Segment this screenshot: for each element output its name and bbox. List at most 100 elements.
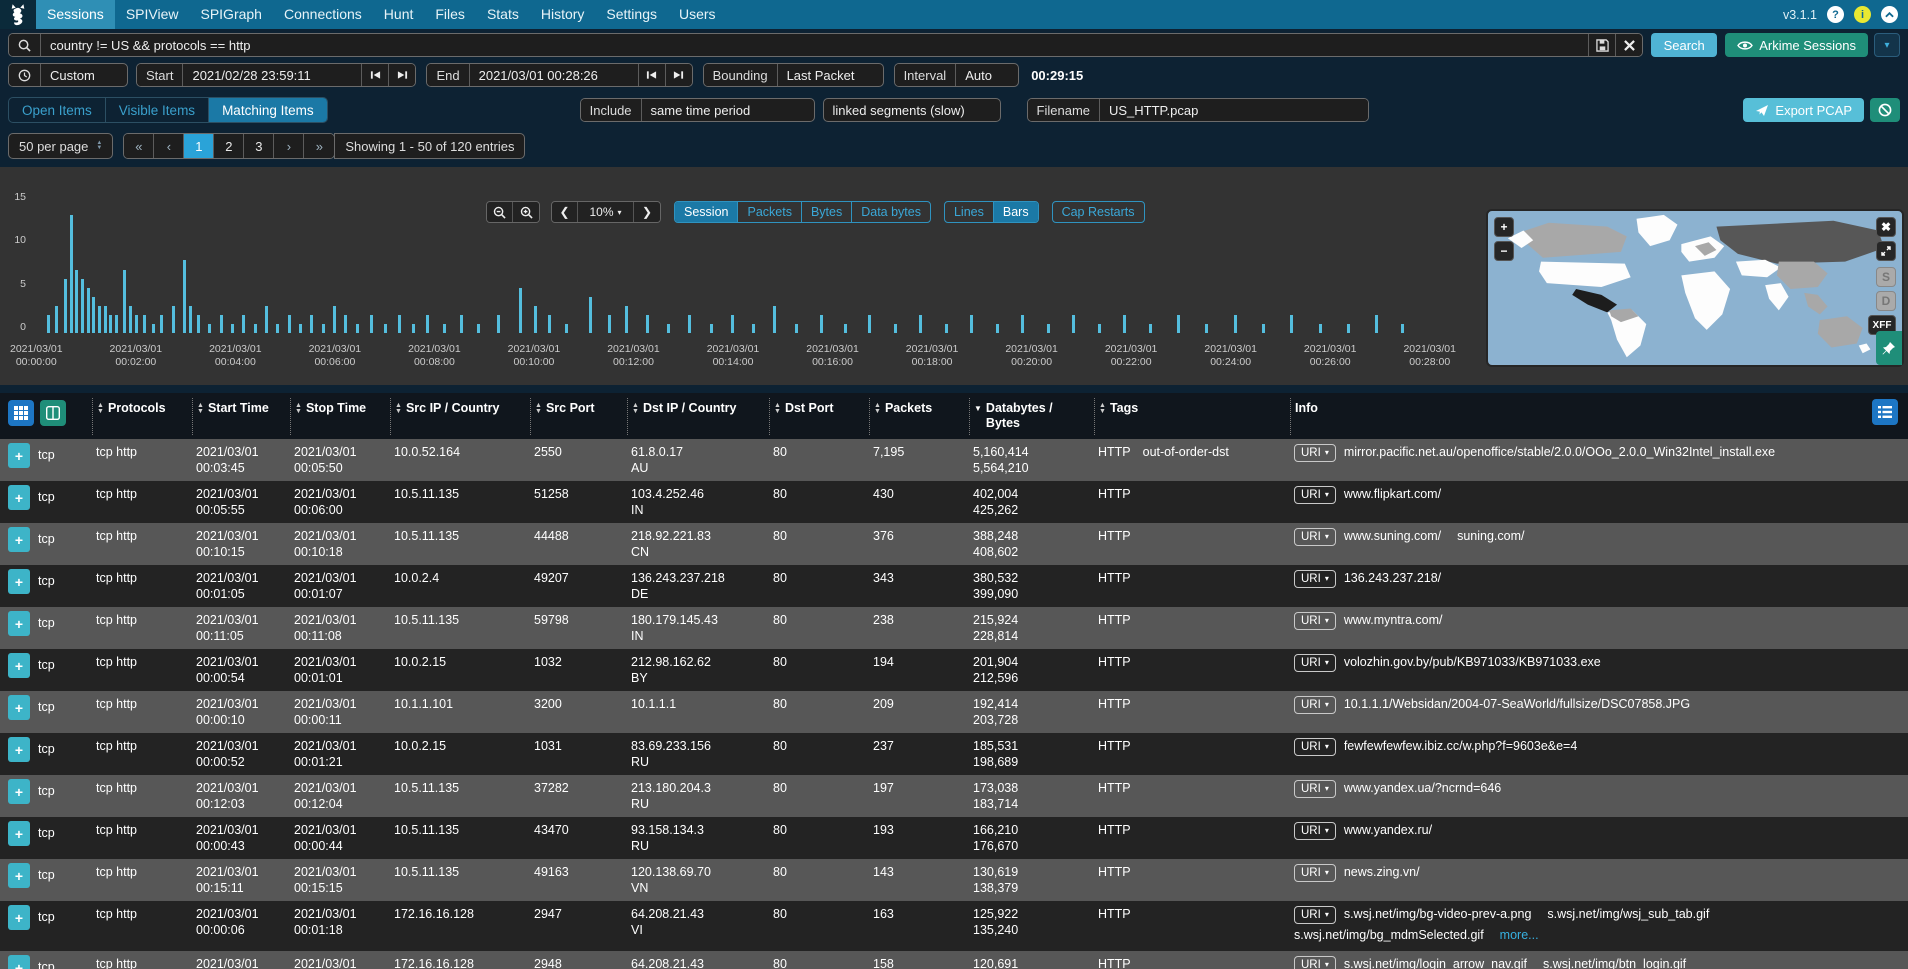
cancel-button[interactable] (1870, 98, 1900, 122)
graph-style-lines[interactable]: Lines (945, 202, 994, 222)
info-uri-link[interactable]: news.zing.vn/ (1343, 865, 1420, 880)
expand-session-button[interactable]: + (8, 863, 30, 888)
header-info[interactable]: Info (1290, 398, 1908, 435)
page-nav-button[interactable]: › (274, 134, 305, 158)
expand-session-button[interactable]: + (8, 611, 30, 636)
expand-session-button[interactable]: + (8, 955, 30, 969)
map-expand-icon[interactable] (1876, 241, 1896, 261)
map-src-toggle[interactable]: S (1876, 267, 1896, 287)
views-button[interactable]: Arkime Sessions (1725, 33, 1868, 57)
uri-dropdown-button[interactable]: URI ▾ (1294, 612, 1336, 630)
nav-item-settings[interactable]: Settings (606, 6, 657, 22)
expand-session-button[interactable]: + (8, 737, 30, 762)
timeline-chart[interactable] (30, 197, 1446, 333)
info-uri-link[interactable]: www.yandex.ua/?ncrnd=646 (1343, 781, 1502, 796)
page-nav-button[interactable]: » (304, 134, 335, 158)
map-dst-toggle[interactable]: D (1876, 291, 1896, 311)
uri-dropdown-button[interactable]: URI ▾ (1294, 738, 1336, 756)
save-search-icon[interactable] (1588, 34, 1616, 56)
info-uri-link[interactable]: s.wsj.net/img/bg_mdmSelected.gif (1294, 928, 1484, 942)
graph-style-bars[interactable]: Bars (993, 202, 1038, 222)
expand-session-button[interactable]: + (8, 905, 30, 930)
expand-session-button[interactable]: + (8, 443, 30, 468)
search-input[interactable] (41, 34, 1589, 56)
info-uri-link[interactable]: suning.com/ (1457, 529, 1525, 544)
interval-select[interactable]: Auto (965, 67, 992, 83)
expand-session-button[interactable]: + (8, 779, 30, 804)
page-button-3[interactable]: 3 (244, 134, 275, 158)
header-stop-time[interactable]: ▲ ▼ Stop Time (290, 398, 390, 435)
map-zoom-in-button[interactable]: + (1494, 217, 1514, 237)
expand-session-button[interactable]: + (8, 485, 30, 510)
page-nav-button[interactable]: ‹ (154, 134, 185, 158)
time-range-select[interactable]: Custom (50, 67, 95, 83)
world-map-panel[interactable]: + − ✖ S D XFF (1486, 209, 1904, 367)
pan-left-icon[interactable]: ❮ (552, 202, 578, 222)
end-time-input[interactable] (469, 64, 638, 86)
collapse-icon[interactable] (1881, 6, 1898, 23)
nav-item-connections[interactable]: Connections (283, 6, 362, 22)
tab-matching-items[interactable]: Matching Items (209, 98, 327, 122)
info-uri-link[interactable]: www.suning.com/ (1343, 529, 1442, 544)
header-packets[interactable]: ▲ ▼ Packets (869, 398, 969, 435)
uri-dropdown-button[interactable]: URI ▾ (1294, 528, 1336, 546)
start-step-back-icon[interactable] (361, 64, 389, 86)
start-step-forward-icon[interactable] (388, 64, 416, 86)
nav-item-sessions[interactable]: Sessions (36, 0, 115, 29)
grid-view-icon[interactable] (8, 400, 34, 426)
segments-select[interactable]: linked segments (slow) (832, 102, 965, 118)
clear-search-icon[interactable] (1615, 34, 1643, 56)
uri-dropdown-button[interactable]: URI ▾ (1294, 864, 1336, 882)
page-button-1[interactable]: 1 (184, 134, 215, 158)
uri-dropdown-button[interactable]: URI ▾ (1294, 444, 1336, 462)
end-step-back-icon[interactable] (637, 64, 665, 86)
zoom-out-icon[interactable] (487, 202, 513, 222)
page-nav-button[interactable]: « (124, 134, 155, 158)
bounding-select[interactable]: Last Packet (786, 67, 855, 83)
info-uri-link[interactable]: 10.1.1.1/Websidan/2004-07-SeaWorld/fulls… (1343, 697, 1691, 712)
page-button-2[interactable]: 2 (214, 134, 245, 158)
graph-series-packets[interactable]: Packets (738, 202, 802, 222)
info-uri-link[interactable]: www.myntra.com/ (1343, 613, 1443, 628)
info-uri-link[interactable]: s.wsj.net/img/wsj_sub_tab.gif (1547, 907, 1710, 922)
header-start-time[interactable]: ▲ ▼ Start Time (192, 398, 290, 435)
nav-item-stats[interactable]: Stats (486, 6, 519, 22)
info-uri-link[interactable]: s.wsj.net/img/btn_login.gif (1543, 957, 1687, 969)
expand-session-button[interactable]: + (8, 527, 30, 552)
export-pcap-button[interactable]: Export PCAP (1743, 98, 1864, 122)
tab-open-items[interactable]: Open Items (9, 98, 106, 122)
header-src-port[interactable]: ▲ ▼ Src Port (530, 398, 627, 435)
header-dst-port[interactable]: ▲ ▼ Dst Port (769, 398, 869, 435)
cap-restarts-button[interactable]: Cap Restarts (1051, 201, 1145, 223)
nav-item-hunt[interactable]: Hunt (383, 6, 414, 22)
header-dst-ip-country[interactable]: ▲ ▼ Dst IP / Country (627, 398, 769, 435)
info-icon[interactable]: i (1854, 6, 1871, 23)
uri-dropdown-button[interactable]: URI ▾ (1294, 906, 1336, 924)
graph-zoom-select[interactable]: 10% ▾ (578, 202, 634, 222)
zoom-in-icon[interactable] (513, 202, 539, 222)
expand-session-button[interactable]: + (8, 695, 30, 720)
graph-series-session[interactable]: Session (675, 202, 739, 222)
info-uri-link[interactable]: volozhin.gov.by/pub/KB971033/KB971033.ex… (1343, 655, 1601, 670)
tab-visible-items[interactable]: Visible Items (106, 98, 210, 122)
expand-session-button[interactable]: + (8, 653, 30, 678)
map-close-icon[interactable]: ✖ (1876, 217, 1896, 237)
info-uri-link[interactable]: www.flipkart.com/ (1343, 487, 1442, 502)
uri-dropdown-button[interactable]: URI ▾ (1294, 570, 1336, 588)
info-uri-link[interactable]: www.yandex.ru/ (1343, 823, 1433, 838)
pan-right-icon[interactable]: ❯ (634, 202, 660, 222)
info-uri-link[interactable]: 136.243.237.218/ (1343, 571, 1442, 586)
per-page-select[interactable]: 50 per page ▲ ▼ (8, 133, 114, 159)
filename-input[interactable] (1100, 99, 1368, 121)
uri-dropdown-button[interactable]: URI ▾ (1294, 822, 1336, 840)
include-select[interactable]: same time period (650, 102, 751, 118)
nav-item-spiview[interactable]: SPIView (125, 6, 179, 22)
more-link[interactable]: more... (1499, 928, 1539, 942)
header-tags[interactable]: ▲ ▼ Tags (1094, 398, 1290, 435)
info-uri-link[interactable]: fewfewfewfew.ibiz.cc/w.php?f=9603e&e=4 (1343, 739, 1578, 754)
expand-session-button[interactable]: + (8, 569, 30, 594)
uri-dropdown-button[interactable]: URI ▾ (1294, 486, 1336, 504)
nav-item-history[interactable]: History (540, 6, 585, 22)
info-uri-link[interactable]: s.wsj.net/img/bg-video-prev-a.png (1343, 907, 1532, 922)
columns-icon[interactable] (40, 400, 66, 426)
